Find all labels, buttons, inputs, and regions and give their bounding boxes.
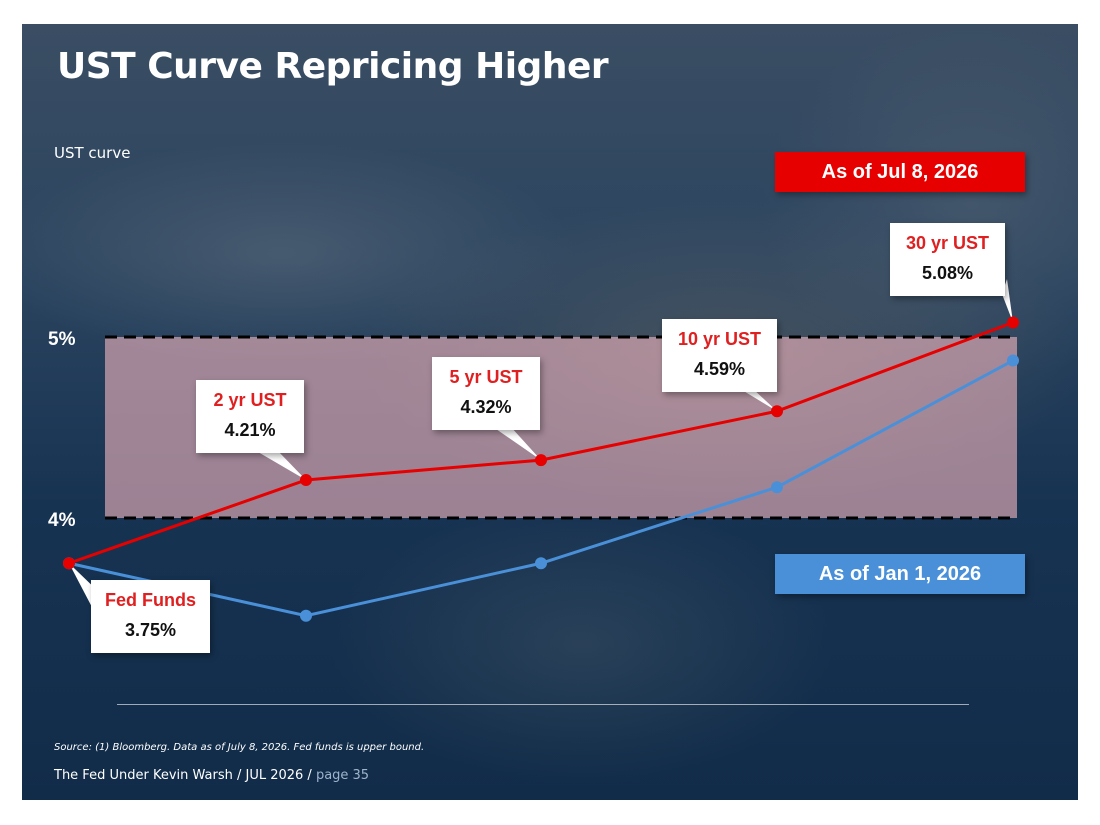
point-prior bbox=[1007, 354, 1019, 367]
ust-curve-chart: 4% 5% bbox=[48, 279, 1019, 622]
point-current bbox=[63, 557, 75, 570]
footer-text: The Fed Under Kevin Warsh / JUL 2026 / bbox=[54, 768, 316, 783]
point-current bbox=[300, 473, 312, 486]
page-number: page 35 bbox=[315, 768, 370, 783]
callout-label: Fed Funds bbox=[105, 590, 196, 610]
callout-label: 10 yr UST bbox=[677, 329, 762, 349]
source-note: Source: (1) Bloomberg. Data as of July 8… bbox=[54, 742, 425, 753]
point-current bbox=[535, 454, 547, 467]
ytick-label: 4% bbox=[48, 510, 76, 531]
ytick-label: 5% bbox=[48, 329, 76, 350]
point-prior bbox=[535, 557, 547, 570]
callout-label: 5 yr UST bbox=[449, 367, 523, 387]
callout-label: 30 yr UST bbox=[905, 233, 990, 253]
callout-2yr: 2 yr UST 4.21% bbox=[196, 380, 304, 453]
point-prior bbox=[300, 609, 312, 622]
callout-fed-funds: Fed Funds 3.75% bbox=[91, 580, 210, 653]
slide-title: UST Curve Repricing Higher bbox=[57, 46, 609, 87]
callout-pointer bbox=[496, 426, 541, 461]
callout-10yr: 10 yr UST 4.59% bbox=[662, 319, 777, 392]
callout-30yr: 30 yr UST 5.08% bbox=[890, 223, 1005, 296]
slide: UST Curve Repricing Higher UST curve 4% 5… bbox=[22, 24, 1078, 800]
point-current bbox=[1007, 316, 1019, 329]
legend-current: As of Jul 8, 2026 bbox=[775, 152, 1025, 192]
callout-label: 2 yr UST bbox=[213, 390, 287, 410]
legend-prior: As of Jan 1, 2026 bbox=[775, 554, 1025, 594]
callout-5yr: 5 yr UST 4.32% bbox=[432, 357, 540, 430]
footer: The Fed Under Kevin Warsh / JUL 2026 / p… bbox=[54, 768, 369, 783]
callout-value: 4.32% bbox=[460, 397, 512, 417]
callout-pointer bbox=[258, 450, 306, 480]
point-prior bbox=[771, 481, 783, 494]
callout-value: 3.75% bbox=[124, 620, 177, 640]
callout-value: 5.08% bbox=[921, 263, 974, 283]
point-current bbox=[771, 405, 783, 418]
chart-subtitle: UST curve bbox=[54, 144, 131, 162]
footer-divider bbox=[117, 704, 969, 705]
callout-value: 4.59% bbox=[693, 359, 746, 379]
callout-value: 4.21% bbox=[224, 420, 276, 440]
callout-pointer bbox=[742, 388, 777, 412]
